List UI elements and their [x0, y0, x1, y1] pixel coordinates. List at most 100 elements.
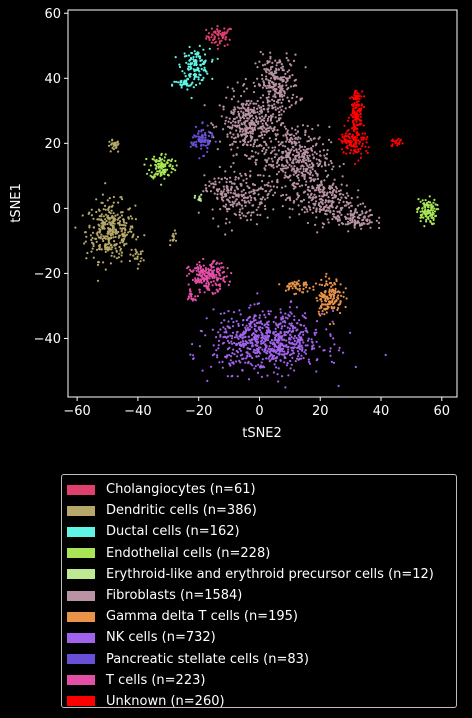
data-point — [348, 132, 351, 136]
legend-label: Gamma delta T cells (n=195) — [106, 609, 298, 625]
data-point — [259, 84, 262, 87]
data-point — [226, 187, 229, 190]
data-point — [263, 152, 266, 156]
data-point — [280, 101, 283, 104]
data-point — [324, 201, 327, 204]
data-point — [315, 152, 318, 155]
data-point — [340, 294, 343, 297]
data-point — [328, 277, 331, 280]
data-point — [249, 348, 252, 351]
data-point — [245, 318, 248, 322]
data-point — [222, 196, 225, 199]
data-point — [266, 323, 269, 326]
data-point — [199, 64, 202, 67]
data-point — [254, 163, 258, 166]
data-point — [277, 340, 280, 343]
data-point — [257, 122, 260, 125]
data-point — [267, 320, 270, 323]
data-point — [353, 106, 356, 109]
data-point — [235, 153, 238, 156]
data-point — [259, 50, 262, 54]
data-point — [264, 113, 267, 117]
data-point — [115, 257, 118, 260]
data-point — [286, 326, 289, 329]
data-point — [224, 36, 228, 39]
data-point — [288, 106, 291, 109]
data-point — [273, 149, 276, 152]
data-point — [252, 121, 255, 124]
data-point — [307, 360, 311, 364]
data-point — [225, 217, 228, 220]
data-point — [290, 322, 293, 325]
data-point — [306, 221, 309, 225]
data-point — [286, 78, 289, 81]
data-point — [230, 355, 233, 358]
series-8 — [189, 121, 217, 160]
data-point — [264, 323, 267, 326]
data-point — [263, 140, 267, 143]
data-point — [270, 188, 273, 191]
data-point — [215, 336, 218, 339]
data-point — [244, 361, 247, 364]
data-point — [283, 125, 286, 128]
data-point — [318, 150, 322, 153]
data-point — [322, 303, 325, 306]
data-point — [224, 193, 227, 196]
data-point — [125, 233, 128, 236]
data-point — [254, 198, 257, 201]
data-point — [271, 98, 274, 101]
data-point — [368, 219, 371, 222]
data-point — [274, 106, 277, 109]
data-point — [197, 78, 200, 81]
data-point — [342, 291, 345, 294]
data-point — [205, 35, 208, 38]
data-point — [109, 223, 112, 226]
data-point — [423, 225, 426, 228]
x-tick-label: 40 — [373, 404, 390, 419]
data-point — [298, 336, 301, 339]
data-point — [342, 295, 345, 298]
data-point — [281, 144, 285, 147]
data-point — [237, 110, 240, 113]
data-point — [207, 267, 210, 271]
data-point — [224, 355, 227, 358]
data-point — [290, 104, 293, 107]
data-point — [356, 204, 360, 207]
data-point — [336, 219, 339, 222]
data-point — [354, 117, 357, 120]
data-point — [222, 36, 225, 39]
data-point — [264, 168, 267, 171]
data-point — [355, 145, 358, 148]
data-point — [295, 336, 298, 340]
data-point — [269, 90, 272, 93]
data-point — [301, 184, 304, 187]
data-point — [195, 145, 198, 148]
data-point — [328, 323, 332, 326]
data-point — [193, 194, 197, 197]
data-point — [250, 190, 253, 193]
data-point — [289, 353, 292, 357]
data-point — [272, 127, 275, 130]
data-point — [422, 216, 425, 219]
data-point — [228, 27, 232, 30]
data-point — [210, 122, 213, 125]
data-point — [285, 175, 288, 178]
data-point — [196, 263, 199, 266]
data-point — [163, 156, 166, 159]
data-point — [286, 154, 289, 157]
data-point — [298, 170, 301, 173]
data-point — [294, 156, 297, 159]
data-point — [265, 357, 268, 360]
data-point — [309, 173, 312, 176]
legend-label: T cells (n=223) — [106, 672, 206, 688]
data-point — [120, 223, 124, 227]
data-point — [332, 361, 336, 364]
data-point — [298, 179, 301, 182]
data-point — [235, 360, 238, 363]
data-point — [322, 207, 325, 210]
data-point — [330, 290, 333, 293]
data-point — [298, 185, 301, 188]
data-point — [284, 356, 287, 359]
data-point — [302, 198, 306, 201]
data-point — [237, 337, 240, 340]
